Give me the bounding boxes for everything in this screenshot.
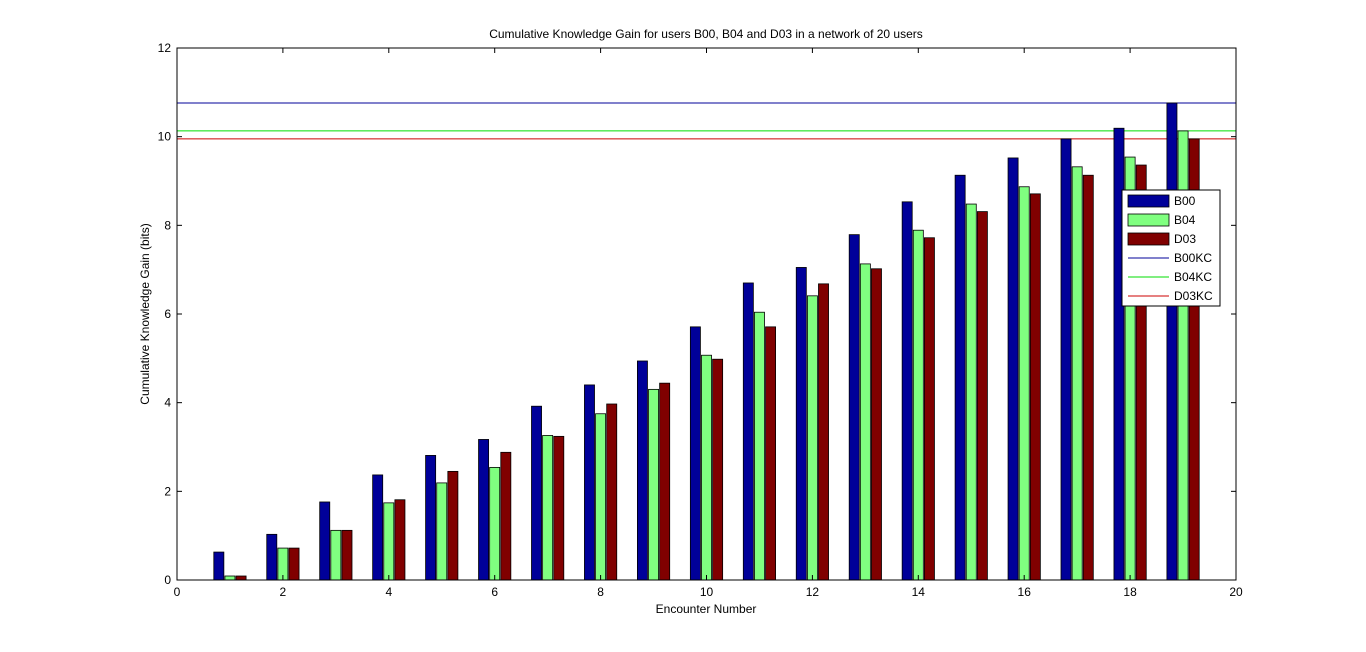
bar-b00-1 bbox=[213, 551, 225, 581]
chart-title: Cumulative Knowledge Gain for users B00,… bbox=[489, 27, 923, 41]
bar-b00-15 bbox=[954, 174, 966, 581]
x-tick-label-10: 10 bbox=[700, 585, 714, 599]
bar-d03-7 bbox=[553, 435, 565, 581]
bar-b00-3 bbox=[319, 501, 331, 581]
reference-lines bbox=[177, 102, 1236, 140]
x-axis-label: Encounter Number bbox=[656, 602, 757, 616]
bar-d03-9 bbox=[659, 382, 671, 581]
bar-b04-3 bbox=[330, 529, 342, 581]
legend-label-b00kc: B00KC bbox=[1174, 251, 1212, 265]
bar-d03-11 bbox=[765, 326, 776, 581]
bar-b00-10 bbox=[689, 326, 701, 581]
bar-b00-19 bbox=[1166, 102, 1178, 581]
x-tick-label-0: 0 bbox=[174, 585, 181, 599]
bar-b04-12 bbox=[806, 295, 818, 581]
legend-swatch-b04 bbox=[1127, 213, 1170, 227]
x-tick-label-14: 14 bbox=[912, 585, 926, 599]
bar-b04-14 bbox=[912, 229, 924, 581]
legend-label-b04: B04 bbox=[1174, 213, 1196, 227]
bar-b04-6 bbox=[489, 466, 501, 581]
bar-b04-17 bbox=[1071, 166, 1083, 581]
bar-b00-9 bbox=[637, 360, 648, 581]
y-axis-label: Cumulative Knowledge Gain (bits) bbox=[138, 223, 152, 404]
x-tick-labels: 0 2 4 6 8 10 12 14 16 18 20 bbox=[174, 585, 1243, 599]
bar-d03-10 bbox=[712, 358, 724, 581]
x-tick-label-2: 2 bbox=[280, 585, 287, 599]
bar-b04-16 bbox=[1018, 186, 1030, 581]
bar-b00-12 bbox=[795, 267, 807, 581]
bar-b04-9 bbox=[648, 388, 659, 581]
legend-label-d03kc: D03KC bbox=[1174, 289, 1213, 303]
bar-b04-15 bbox=[965, 203, 977, 581]
bar-b00-5 bbox=[425, 455, 437, 581]
bar-d03-16 bbox=[1029, 193, 1041, 581]
x-tick-label-6: 6 bbox=[491, 585, 498, 599]
y-tick-label-8: 8 bbox=[164, 218, 171, 232]
legend-swatch-d03 bbox=[1127, 232, 1170, 246]
axis-ticks bbox=[176, 47, 1237, 581]
bar-b04-13 bbox=[859, 263, 871, 581]
legend-box bbox=[1121, 189, 1221, 307]
x-tick-label-8: 8 bbox=[597, 585, 604, 599]
bar-b04-11 bbox=[754, 311, 765, 581]
bar-b04-1 bbox=[224, 575, 236, 581]
bar-d03-15 bbox=[976, 211, 988, 581]
bar-b00-8 bbox=[584, 384, 595, 581]
legend-label-b04kc: B04KC bbox=[1174, 270, 1212, 284]
legend-swatch-b00 bbox=[1127, 194, 1170, 208]
legend-label-d03: D03 bbox=[1174, 232, 1196, 246]
y-tick-label-2: 2 bbox=[164, 484, 171, 498]
y-tick-label-4: 4 bbox=[164, 396, 171, 410]
bar-d03-1 bbox=[235, 575, 247, 581]
bar-d03-2 bbox=[288, 547, 300, 581]
y-tick-labels: 0 2 4 6 8 10 12 bbox=[158, 41, 172, 587]
legend-label-b00: B00 bbox=[1174, 194, 1196, 208]
bar-b00-14 bbox=[901, 201, 913, 581]
bar-b00-6 bbox=[478, 439, 490, 581]
y-tick-label-6: 6 bbox=[164, 307, 171, 321]
x-tick-label-16: 16 bbox=[1018, 585, 1032, 599]
bar-d03-12 bbox=[818, 283, 829, 581]
bar-d03-6 bbox=[500, 451, 512, 581]
bar-b00-13 bbox=[848, 234, 860, 581]
x-tick-label-12: 12 bbox=[806, 585, 820, 599]
bar-b04-8 bbox=[595, 413, 607, 581]
bar-d03-17 bbox=[1082, 174, 1094, 581]
bar-d03-4 bbox=[394, 499, 406, 581]
bar-b00-17 bbox=[1060, 138, 1072, 581]
y-tick-label-12: 12 bbox=[158, 41, 172, 55]
bars bbox=[213, 102, 1200, 581]
bar-d03-13 bbox=[871, 268, 882, 581]
bar-d03-8 bbox=[606, 403, 618, 581]
bar-b00-11 bbox=[742, 282, 754, 581]
bar-b04-10 bbox=[701, 354, 712, 581]
bar-d03-14 bbox=[923, 237, 935, 581]
bar-d03-5 bbox=[447, 470, 459, 581]
bar-b00-16 bbox=[1007, 157, 1019, 581]
bar-b04-5 bbox=[436, 482, 448, 581]
bar-b04-7 bbox=[542, 435, 554, 581]
bar-b00-4 bbox=[372, 474, 384, 581]
y-tick-label-10: 10 bbox=[158, 130, 172, 144]
x-tick-label-20: 20 bbox=[1229, 585, 1243, 599]
bar-d03-3 bbox=[341, 529, 353, 581]
x-tick-label-4: 4 bbox=[385, 585, 392, 599]
x-tick-label-18: 18 bbox=[1123, 585, 1137, 599]
legend: B00 B04 D03 B00KC B04KC D03KC bbox=[1121, 189, 1221, 307]
bar-b00-2 bbox=[266, 533, 278, 581]
bar-b04-4 bbox=[383, 502, 395, 581]
y-tick-label-0: 0 bbox=[164, 573, 171, 587]
bar-b00-7 bbox=[531, 405, 542, 581]
